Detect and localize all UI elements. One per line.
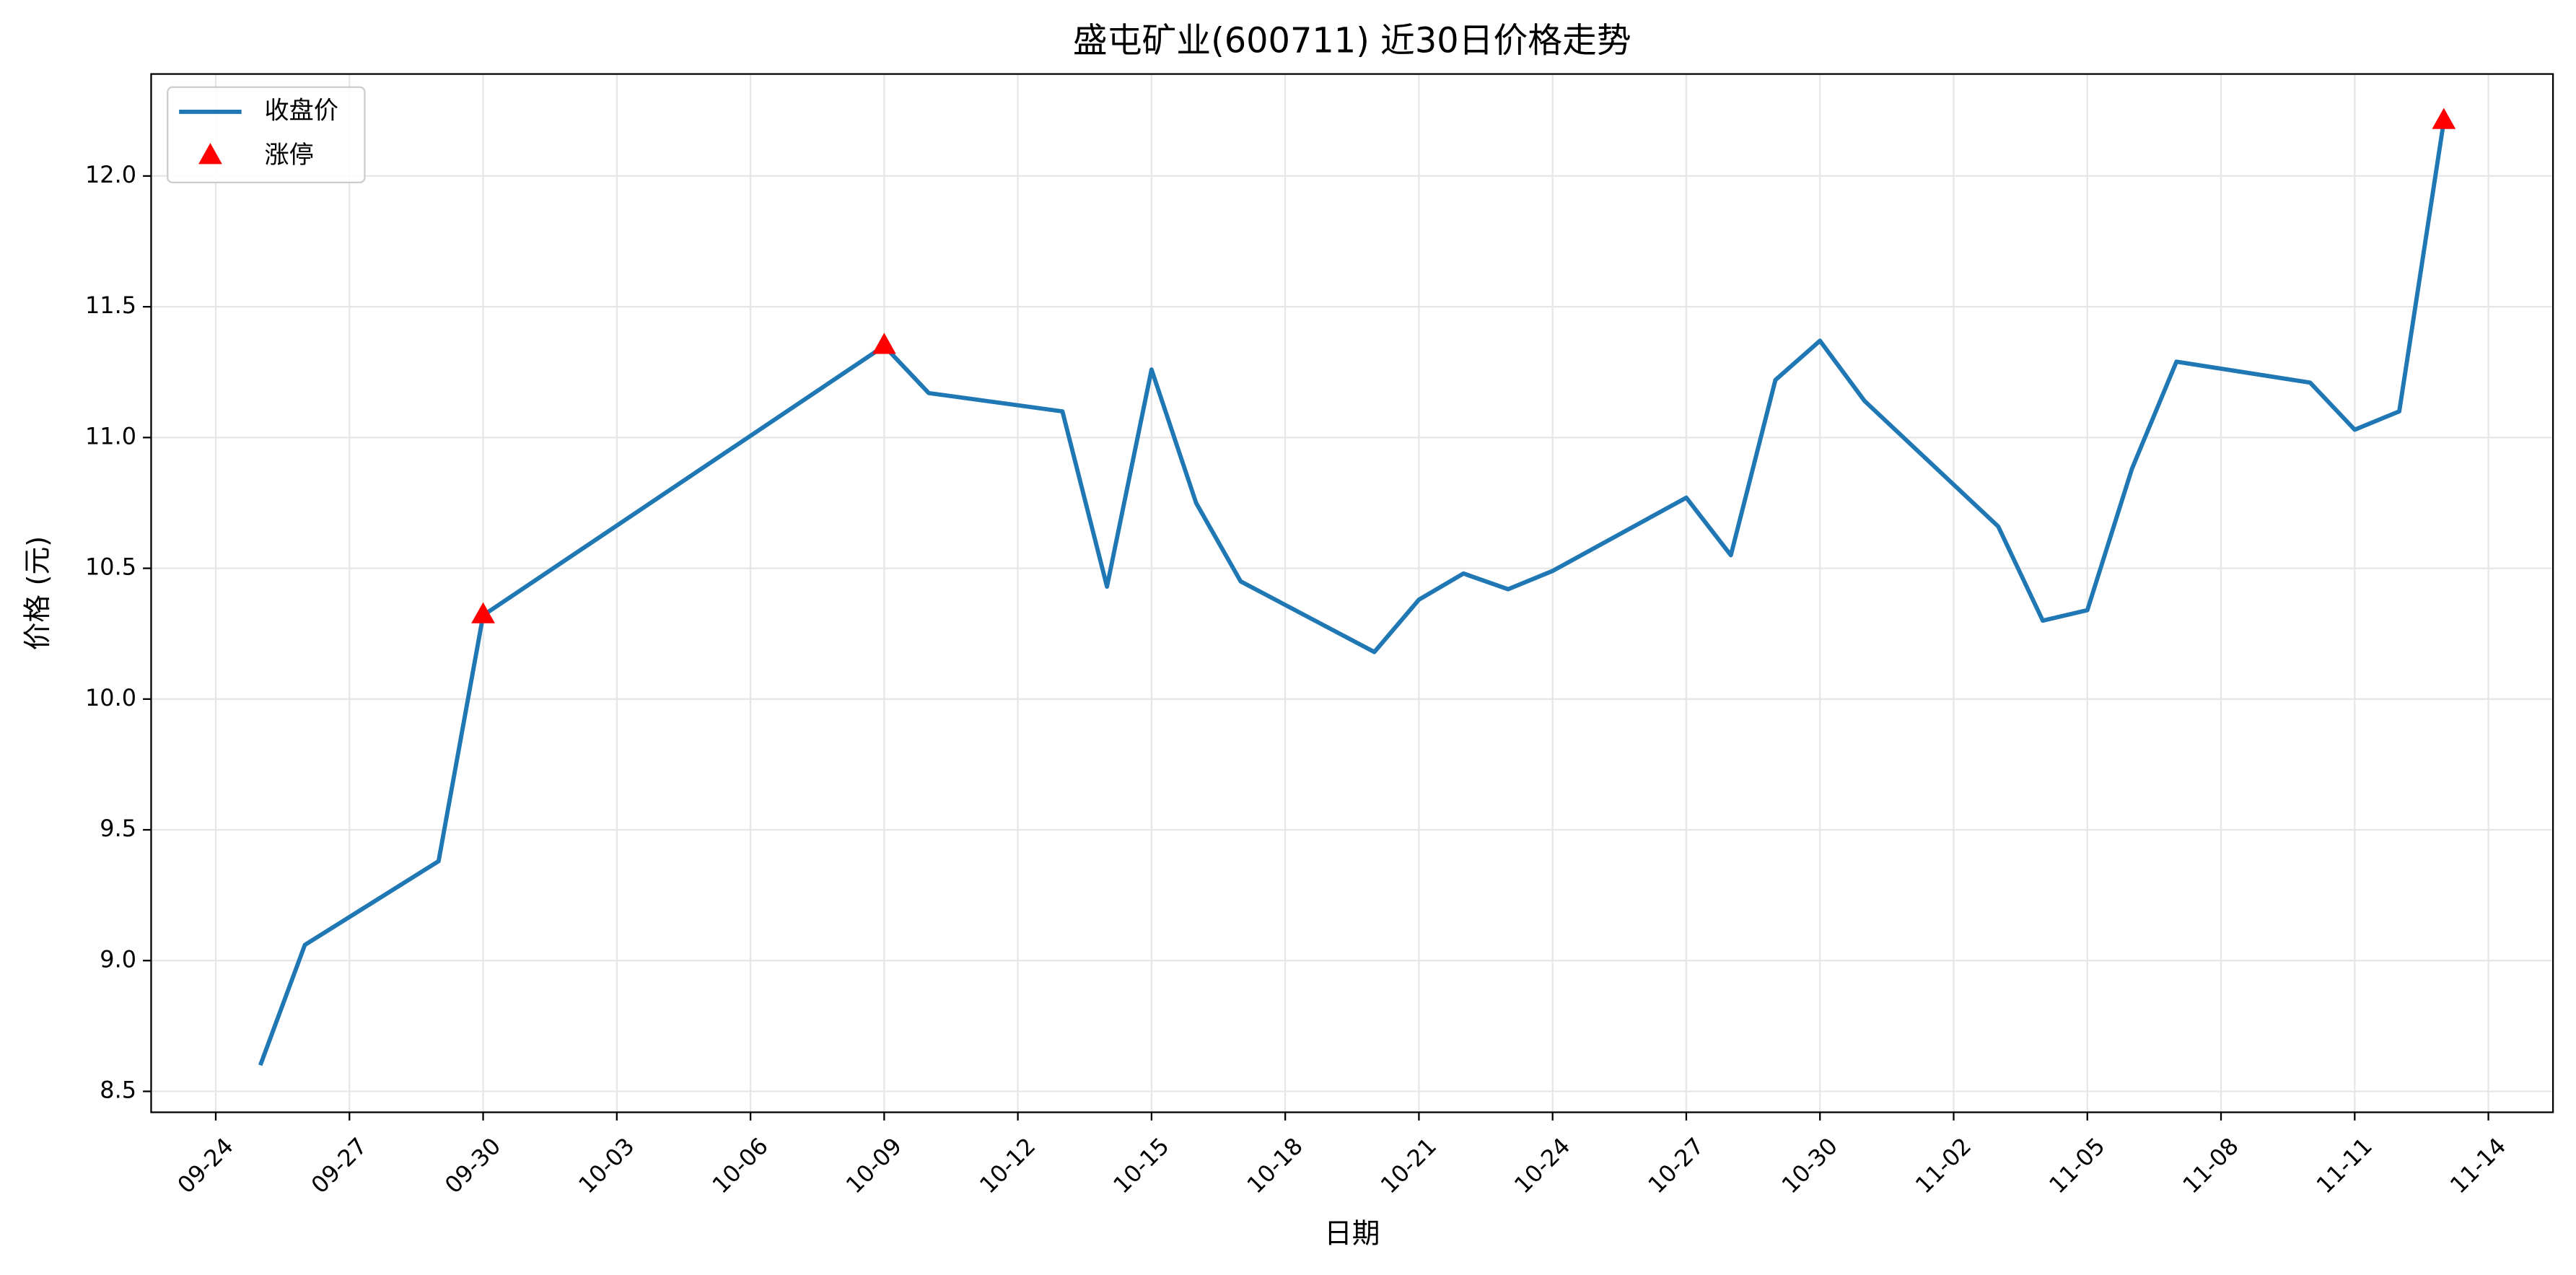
- legend-label: 涨停: [265, 141, 314, 170]
- y-axis-label: 价格 (元): [22, 536, 54, 651]
- plot-frame: [150, 73, 2554, 1113]
- limit-up-marker: [471, 602, 495, 623]
- x-axis-label: 日期: [1324, 1218, 1380, 1250]
- y-tick-label: 12.0: [85, 161, 136, 188]
- y-tick-label: 10.0: [85, 684, 136, 711]
- y-tick-label: 8.5: [100, 1076, 136, 1103]
- legend-label: 收盘价: [265, 96, 338, 125]
- y-tick-label: 10.5: [85, 553, 136, 581]
- y-tick-label: 11.5: [85, 292, 136, 319]
- chart-title: 盛屯矿业(600711) 近30日价格走势: [1073, 21, 1631, 61]
- price-line: [258, 121, 2446, 1066]
- y-tick-label: 9.0: [100, 945, 136, 973]
- limit-up-marker: [872, 333, 896, 354]
- y-tick-label: 9.5: [100, 815, 136, 842]
- limit-up-marker: [2432, 108, 2456, 129]
- legend-marker: [198, 143, 222, 165]
- y-tick-label: 11.0: [85, 422, 136, 450]
